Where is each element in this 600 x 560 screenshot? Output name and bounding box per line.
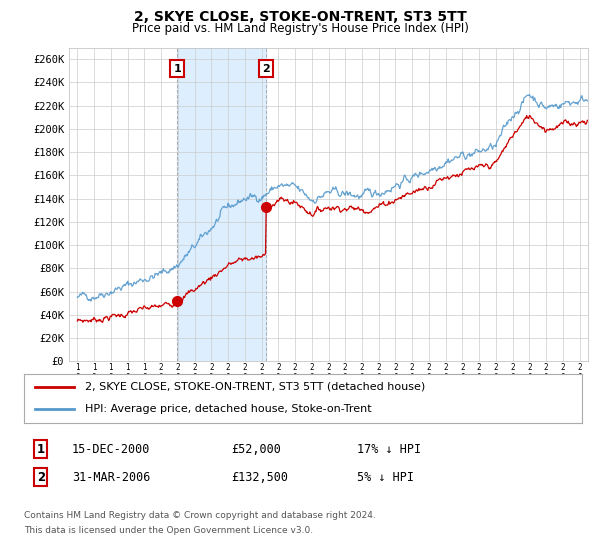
Text: 31-MAR-2006: 31-MAR-2006 <box>72 470 151 484</box>
Text: HPI: Average price, detached house, Stoke-on-Trent: HPI: Average price, detached house, Stok… <box>85 404 372 414</box>
Text: 15-DEC-2000: 15-DEC-2000 <box>72 442 151 456</box>
Text: 1: 1 <box>37 442 45 456</box>
Text: 2: 2 <box>262 63 269 73</box>
Text: Contains HM Land Registry data © Crown copyright and database right 2024.: Contains HM Land Registry data © Crown c… <box>24 511 376 520</box>
Text: 5% ↓ HPI: 5% ↓ HPI <box>357 470 414 484</box>
Text: This data is licensed under the Open Government Licence v3.0.: This data is licensed under the Open Gov… <box>24 526 313 535</box>
Text: 1: 1 <box>173 63 181 73</box>
Text: 2: 2 <box>37 470 45 484</box>
Text: 2, SKYE CLOSE, STOKE-ON-TRENT, ST3 5TT (detached house): 2, SKYE CLOSE, STOKE-ON-TRENT, ST3 5TT (… <box>85 382 425 392</box>
Text: 2, SKYE CLOSE, STOKE-ON-TRENT, ST3 5TT: 2, SKYE CLOSE, STOKE-ON-TRENT, ST3 5TT <box>134 10 466 24</box>
Text: 17% ↓ HPI: 17% ↓ HPI <box>357 442 421 456</box>
Bar <box>177 48 266 361</box>
Text: £132,500: £132,500 <box>231 470 288 484</box>
Text: £52,000: £52,000 <box>231 442 281 456</box>
Text: Price paid vs. HM Land Registry's House Price Index (HPI): Price paid vs. HM Land Registry's House … <box>131 22 469 35</box>
